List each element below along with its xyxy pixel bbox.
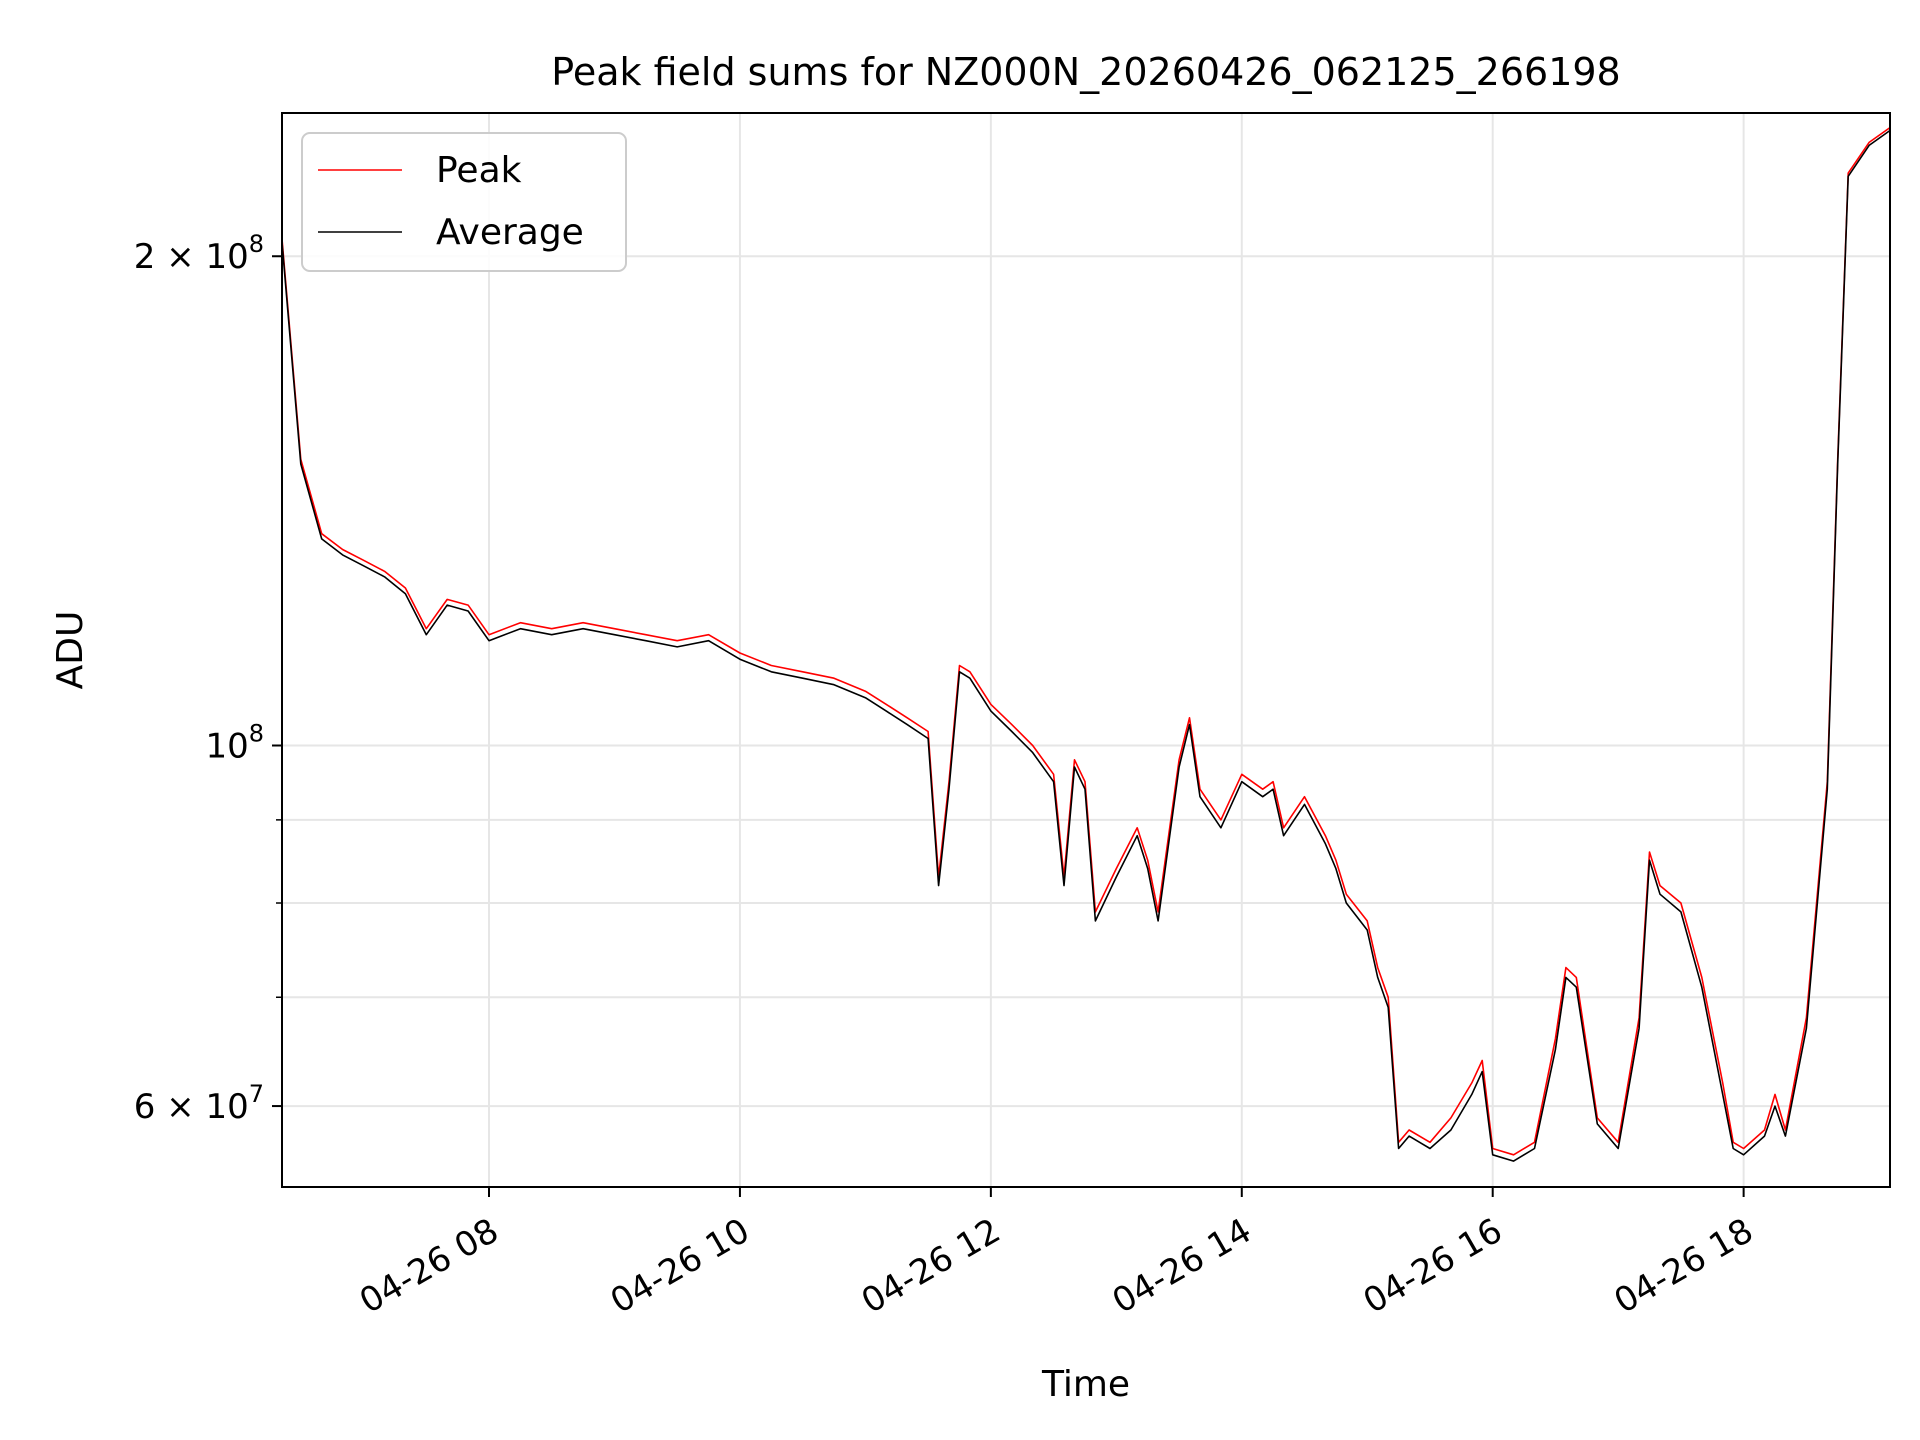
y-axis-label: ADU (50, 611, 91, 690)
series-line-peak (281, 126, 1891, 1156)
legend-label-peak: Peak (436, 150, 522, 191)
legend-box (301, 132, 627, 272)
plot-series (281, 126, 1891, 1162)
chart-title: Peak field sums for NZ000N_20260426_0621… (551, 50, 1620, 94)
y-tick-label: 108 (205, 720, 264, 767)
y-tick-label: 6 × 107 (134, 1080, 264, 1127)
y-axis: 6 × 107 108 2 × 108 (134, 230, 282, 1127)
plot-frame (281, 112, 1891, 1188)
grid (282, 113, 1890, 1187)
legend-label-average: Average (436, 212, 584, 253)
x-axis-label: Time (1041, 1364, 1130, 1405)
legend: Peak Average (301, 132, 627, 272)
y-tick-label: 2 × 108 (134, 230, 264, 277)
series-line-average (281, 129, 1891, 1162)
